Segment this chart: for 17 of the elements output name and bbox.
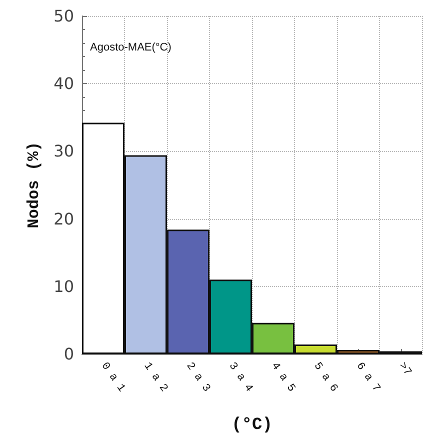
y-tick-label: 20 [54,209,74,228]
x-tick-label: 4 a 5 [268,360,298,394]
x-axis-title: (°C) [232,416,272,435]
y-tick-label: 30 [54,142,74,161]
x-tick-label: 1 a 2 [140,360,170,394]
y-tick-label: 40 [54,74,74,94]
y-tick-label: 10 [54,276,74,296]
x-tick-label: 2 a 3 [183,360,212,394]
x-tick-label: 3 a 4 [226,360,255,395]
x-tick-label: 6 a 7 [353,360,382,394]
annotation: Agosto-MAE(°C) [90,42,172,54]
x-tick-label: 0 a 1 [98,360,128,395]
y-tick-label: 50 [54,6,74,26]
y-tick-label: 0 [64,344,74,364]
x-tick-label: 5 a 6 [310,360,340,394]
y-axis-title: Nodos (%) [25,142,43,228]
x-tick-label: >7 [396,360,414,378]
